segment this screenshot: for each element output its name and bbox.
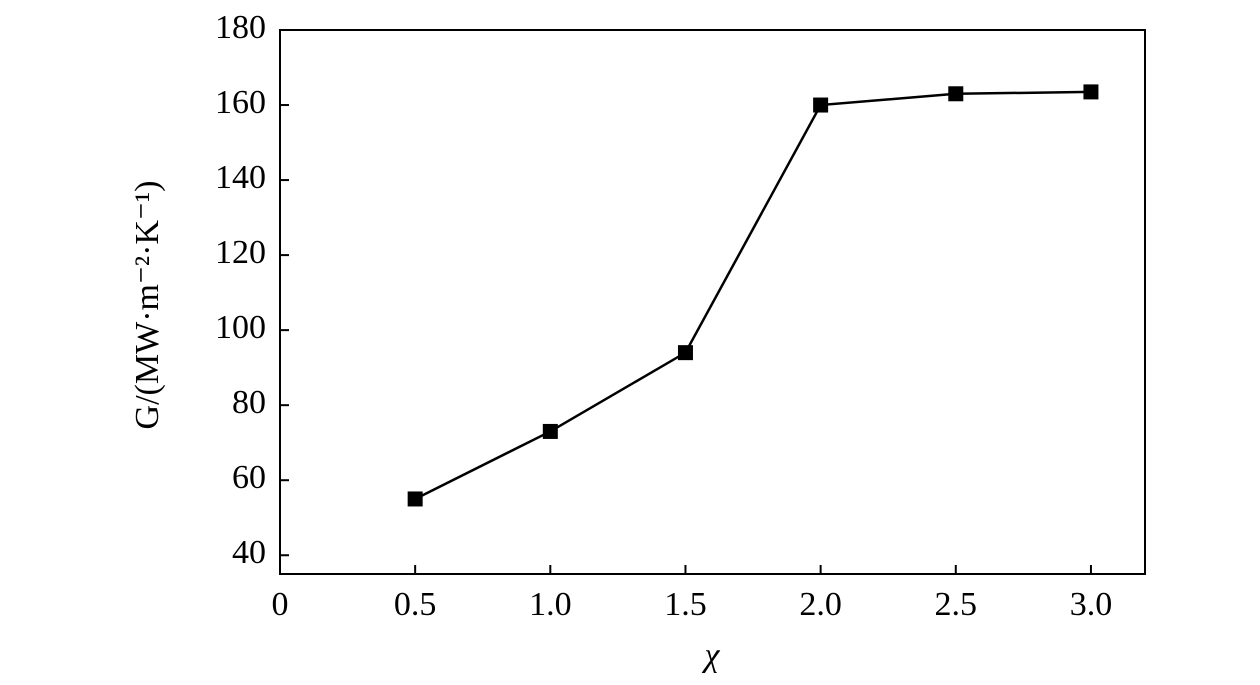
data-point xyxy=(1083,84,1099,100)
x-tick-label: 3.0 xyxy=(1070,586,1113,623)
y-axis-label: G/(MW·m⁻²·K⁻¹) xyxy=(129,181,166,430)
data-point xyxy=(948,86,964,102)
data-point xyxy=(813,97,829,113)
y-tick-label: 120 xyxy=(215,234,266,271)
y-tick-label: 80 xyxy=(232,384,266,421)
x-axis-label: χ xyxy=(702,637,721,674)
data-point xyxy=(677,345,693,361)
x-tick-label: 1.0 xyxy=(529,586,572,623)
x-tick-label: 2.0 xyxy=(799,586,842,623)
x-tick-label: 1.5 xyxy=(664,586,707,623)
y-tick-label: 140 xyxy=(215,159,266,196)
plot-frame xyxy=(279,29,1146,575)
data-point xyxy=(542,423,558,439)
y-tick-label: 100 xyxy=(215,309,266,346)
y-tick-label: 160 xyxy=(215,84,266,121)
y-tick-label: 60 xyxy=(232,459,266,496)
x-tick-label: 0 xyxy=(272,586,289,623)
y-tick-label: 180 xyxy=(215,9,266,46)
data-point xyxy=(407,491,423,507)
data-line xyxy=(414,90,1091,501)
x-tick-label: 0.5 xyxy=(394,586,437,623)
y-tick-label: 40 xyxy=(232,534,266,571)
x-tick-label: 2.5 xyxy=(935,586,978,623)
